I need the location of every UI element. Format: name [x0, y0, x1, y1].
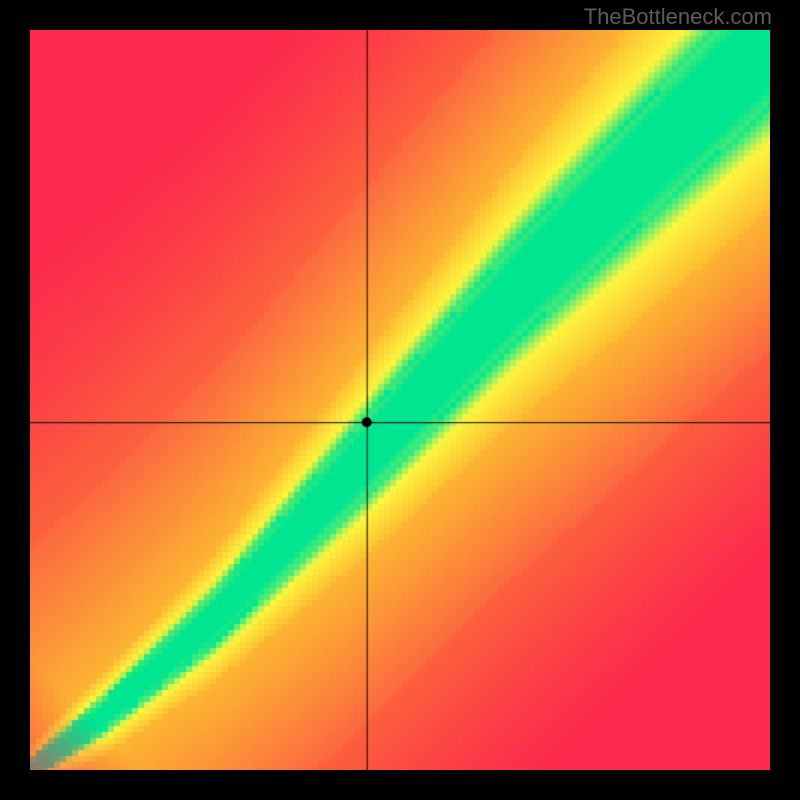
crosshair-overlay	[30, 30, 770, 770]
watermark-text: TheBottleneck.com	[584, 4, 772, 30]
chart-frame: TheBottleneck.com	[0, 0, 800, 800]
